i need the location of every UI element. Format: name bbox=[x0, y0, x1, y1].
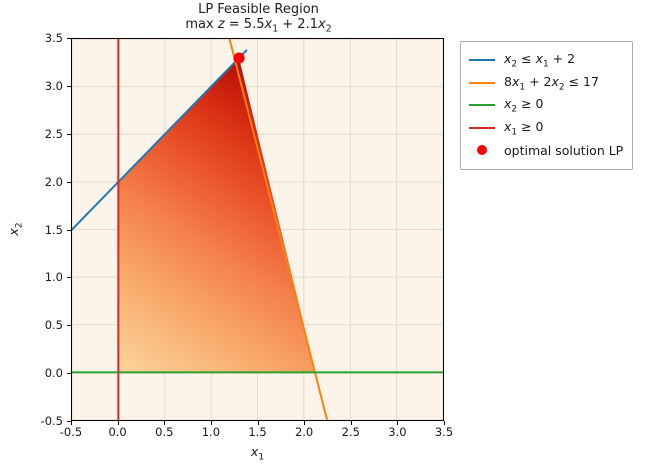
legend-label: x2 ≥ 0 bbox=[504, 96, 544, 115]
x-tick-label: -0.5 bbox=[59, 425, 83, 439]
y-tick-label: 2.0 bbox=[44, 174, 63, 189]
y-tick-mark bbox=[67, 325, 71, 327]
x-axis-label: x1 bbox=[250, 444, 265, 463]
x-tick-mark bbox=[164, 421, 166, 425]
legend-label: optimal solution LP bbox=[504, 142, 624, 158]
x-tick-mark bbox=[350, 421, 352, 425]
y-tick-mark bbox=[67, 229, 71, 231]
legend-line-icon-green bbox=[469, 94, 495, 116]
legend: x2 ≤ x1 + 2 8x1 + 2x2 ≤ 17 x2 ≥ 0 x bbox=[460, 41, 634, 170]
legend-line-icon-orange bbox=[469, 72, 495, 94]
legend-item-blue: x2 ≤ x1 + 2 bbox=[469, 49, 623, 72]
y-tick-label: 0.5 bbox=[44, 318, 63, 333]
legend-label: x1 ≥ 0 bbox=[504, 118, 544, 138]
y-tick-label: 3.5 bbox=[44, 31, 63, 45]
constraint-line-orange bbox=[228, 39, 329, 420]
legend-item-green: x2 ≥ 0 bbox=[469, 94, 623, 117]
x-tick-label: 1.5 bbox=[248, 425, 267, 439]
x-tick-label: 2.0 bbox=[294, 425, 314, 439]
chart-title: LP Feasible Region max z = 5.5x1 + 2.1x2 bbox=[71, 2, 446, 35]
plot-area bbox=[71, 38, 444, 421]
y-tick-label: 3.0 bbox=[44, 78, 63, 93]
y-tick-mark bbox=[67, 133, 71, 135]
x-tick-mark bbox=[257, 421, 259, 425]
x-tick-mark bbox=[71, 421, 73, 425]
optimal-solution-dot-icon bbox=[469, 139, 495, 161]
y-tick-mark bbox=[67, 277, 71, 279]
y-tick-mark bbox=[67, 38, 71, 40]
y-tick-mark bbox=[67, 373, 71, 375]
y-tick-label: 1.5 bbox=[44, 222, 63, 237]
y-tick-mark bbox=[67, 85, 71, 87]
optimal-solution-marker bbox=[233, 52, 245, 64]
x-tick-label: 3.0 bbox=[388, 425, 407, 439]
x-tick-mark bbox=[304, 421, 306, 425]
x-tick-mark bbox=[444, 421, 446, 425]
x-tick-mark bbox=[210, 421, 212, 425]
y-tick-mark bbox=[67, 421, 71, 423]
x-tick-mark bbox=[397, 421, 399, 425]
y-tick-mark bbox=[67, 181, 71, 183]
constraint-line-blue bbox=[72, 49, 248, 231]
legend-line-icon-blue bbox=[469, 49, 495, 71]
x-tick-label: 1.0 bbox=[201, 425, 221, 439]
x-tick-mark bbox=[117, 421, 119, 425]
y-tick-label: 0.0 bbox=[44, 366, 63, 381]
y-axis-label: x2 bbox=[6, 222, 25, 236]
legend-item-optimal: optimal solution LP bbox=[469, 139, 623, 162]
legend-label: 8x1 + 2x2 ≤ 17 bbox=[504, 73, 599, 93]
x-tick-label: 0.5 bbox=[155, 425, 174, 439]
legend-item-red: x1 ≥ 0 bbox=[469, 117, 623, 140]
chart-title-line-2: max z = 5.5x1 + 2.1x2 bbox=[185, 17, 332, 35]
plot-canvas bbox=[72, 39, 443, 420]
y-tick-label: -0.5 bbox=[40, 414, 63, 428]
legend-item-orange: 8x1 + 2x2 ≤ 17 bbox=[469, 72, 623, 95]
legend-label: x2 ≤ x1 + 2 bbox=[504, 51, 576, 70]
x-tick-label: 3.5 bbox=[434, 425, 454, 439]
y-tick-label: 1.0 bbox=[44, 270, 63, 285]
x-tick-label: 0.0 bbox=[108, 425, 127, 439]
legend-line-icon-red bbox=[469, 117, 495, 139]
y-tick-label: 2.5 bbox=[44, 126, 63, 141]
chart-title-line-1: LP Feasible Region bbox=[198, 2, 319, 17]
x-tick-label: 2.5 bbox=[341, 425, 360, 439]
feasible-region bbox=[118, 58, 316, 373]
